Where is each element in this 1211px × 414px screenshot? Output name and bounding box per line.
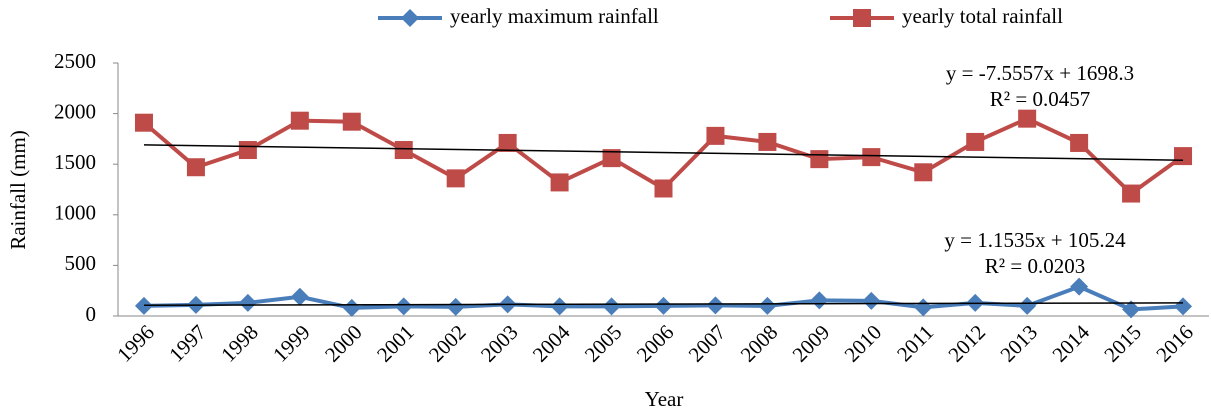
data-point [290,287,309,306]
y-tick-label: 1000 [54,201,96,225]
x-tick-label: 2007 [684,320,731,367]
data-point [134,296,153,315]
y-tick-label: 500 [65,251,97,275]
data-point [550,297,569,316]
y-tick-label: 1500 [54,150,96,174]
data-point [914,298,933,317]
x-tick-label: 2006 [632,320,679,367]
data-point [966,132,985,151]
x-tick-label: 2015 [1099,320,1146,367]
data-point [342,112,361,131]
data-point [550,173,569,192]
x-tick-label: 2002 [424,320,471,367]
x-tick-label: 2009 [788,320,835,367]
data-point [446,169,465,188]
legend-label: yearly maximum rainfall [450,4,659,28]
x-tick-label: 1999 [268,320,315,367]
x-axis-label: Year [645,387,684,411]
x-tick-label: 2011 [892,320,938,366]
y-axis-label: Rainfall (mm) [6,130,30,250]
trendline [143,144,1184,161]
data-point [1070,133,1089,152]
x-tick-label: 2012 [943,320,990,367]
x-tick-label: 2003 [476,320,523,367]
data-point [862,148,881,167]
data-point [654,296,673,315]
data-point [706,126,725,145]
data-point [394,141,413,160]
data-point [238,293,257,312]
data-point [654,179,673,198]
data-point [186,158,205,177]
legend-marker [853,9,871,27]
trendline [143,302,1184,306]
data-point [810,291,829,310]
data-point [498,133,517,152]
data-point [1122,300,1141,319]
legend-marker [401,9,419,27]
x-tick-label: 2004 [528,320,575,367]
data-point [342,298,361,317]
data-point [1070,277,1089,296]
data-point [810,150,829,169]
x-tick-label: 2000 [320,320,367,367]
data-point [238,141,257,160]
x-tick-label: 1996 [112,320,159,367]
y-tick-label: 2500 [54,49,96,73]
data-point [134,113,153,132]
x-tick-label: 1997 [164,320,211,367]
data-point [758,296,777,315]
trendline-r2: R² = 0.0457 [990,87,1090,111]
data-point [1122,184,1141,203]
data-point [1018,109,1037,128]
data-point [1018,296,1037,315]
data-point [1174,147,1193,166]
data-point [602,149,621,168]
data-point [446,297,465,316]
x-tick-label: 2014 [1047,320,1094,367]
legend-label: yearly total rainfall [902,4,1063,28]
y-tick-label: 0 [86,302,97,326]
data-point [862,291,881,310]
data-point [602,297,621,316]
data-point [1174,297,1193,316]
x-tick-label: 2008 [736,320,783,367]
x-tick-label: 1998 [216,320,263,367]
x-tick-label: 2010 [840,320,887,367]
x-tick-label: 2001 [372,320,419,367]
trendline-equation: y = -7.5557x + 1698.3 [946,61,1134,85]
trendline-equation: y = 1.1535x + 105.24 [944,228,1126,252]
x-tick-label: 2016 [1151,320,1198,367]
data-point [758,132,777,151]
trendline-r2: R² = 0.0203 [985,254,1085,278]
y-tick-label: 2000 [54,99,96,123]
data-point [706,296,725,315]
data-point [914,163,933,182]
data-point [394,297,413,316]
data-point [290,111,309,130]
x-tick-label: 2013 [995,320,1042,367]
x-tick-label: 2005 [580,320,627,367]
